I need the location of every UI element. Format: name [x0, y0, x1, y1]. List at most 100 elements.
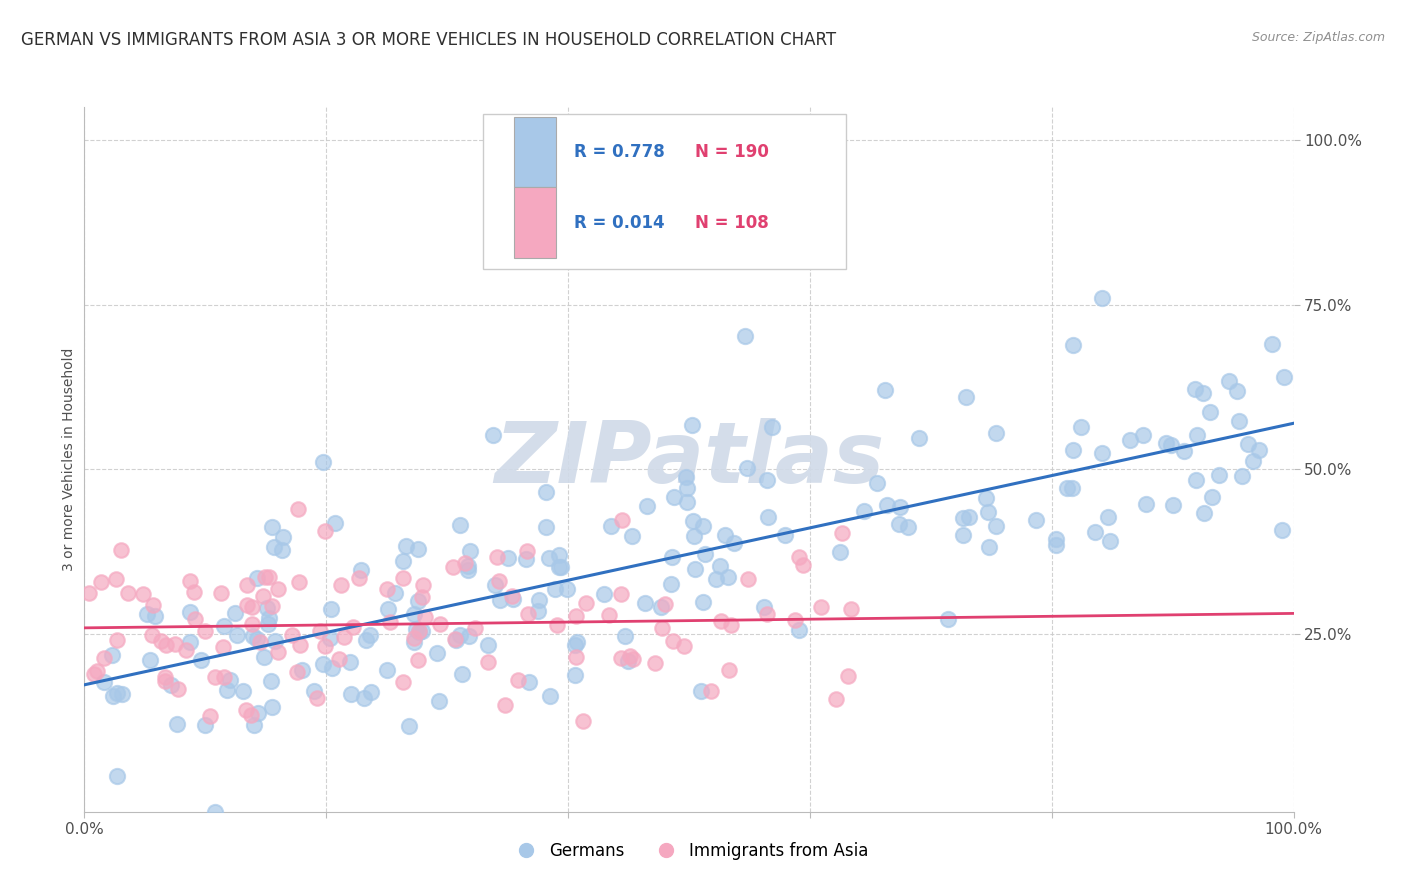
Point — [1201, 490, 1223, 504]
Point — [534, 520, 557, 534]
Point — [211, 640, 233, 655]
Point — [339, 687, 361, 701]
Point — [955, 390, 977, 404]
Point — [174, 643, 197, 657]
Point — [550, 559, 572, 574]
Point — [242, 718, 264, 732]
Point — [1247, 442, 1270, 457]
Point — [672, 639, 695, 653]
Point — [328, 652, 350, 666]
Point — [598, 607, 620, 622]
Point — [323, 516, 346, 531]
Point — [167, 681, 190, 696]
Point — [692, 595, 714, 609]
Point — [651, 621, 673, 635]
Point — [897, 519, 920, 533]
Point — [825, 691, 848, 706]
Point — [1056, 481, 1078, 495]
Point — [734, 329, 756, 343]
Point — [755, 607, 778, 622]
Point — [314, 639, 336, 653]
Point — [257, 617, 280, 632]
Point — [235, 703, 257, 717]
Point — [682, 529, 704, 543]
Point — [257, 569, 280, 583]
Point — [349, 571, 371, 585]
Point — [876, 498, 898, 512]
Point — [136, 607, 159, 621]
Point — [610, 587, 633, 601]
Point — [179, 574, 201, 588]
Point — [240, 617, 263, 632]
Point — [155, 670, 177, 684]
Point — [398, 719, 420, 733]
Point — [720, 618, 742, 632]
Point — [395, 539, 418, 553]
Point — [1091, 291, 1114, 305]
Point — [288, 575, 311, 590]
Point — [489, 593, 512, 607]
Point — [852, 504, 875, 518]
Point — [974, 491, 997, 505]
Point — [534, 484, 557, 499]
Point — [1098, 533, 1121, 548]
Point — [354, 632, 377, 647]
Point — [150, 634, 173, 648]
Point — [405, 623, 427, 637]
Point — [1227, 414, 1250, 428]
Point — [496, 551, 519, 566]
Point — [262, 599, 284, 614]
Point — [242, 629, 264, 643]
Point — [441, 559, 464, 574]
Point — [709, 558, 731, 573]
Point — [321, 602, 343, 616]
Point — [232, 684, 254, 698]
Point — [236, 599, 259, 613]
Point — [555, 582, 578, 596]
Point — [291, 663, 314, 677]
Point — [408, 653, 430, 667]
Text: Source: ZipAtlas.com: Source: ZipAtlas.com — [1251, 31, 1385, 45]
Point — [756, 474, 779, 488]
Point — [263, 541, 285, 555]
Point — [675, 469, 697, 483]
Point — [614, 629, 637, 643]
Point — [101, 689, 124, 703]
Point — [339, 655, 361, 669]
Point — [1060, 481, 1083, 495]
Point — [1154, 436, 1177, 450]
Point — [413, 610, 436, 624]
Point — [110, 543, 132, 558]
Point — [754, 600, 776, 615]
Point — [429, 617, 451, 632]
Point — [761, 419, 783, 434]
Point — [1062, 442, 1084, 457]
Point — [333, 630, 356, 644]
Point — [253, 650, 276, 665]
Point — [342, 620, 364, 634]
Point — [1161, 498, 1184, 512]
Point — [527, 593, 550, 607]
Point — [517, 674, 540, 689]
Point — [143, 608, 166, 623]
Point — [700, 684, 723, 698]
Point — [952, 528, 974, 542]
Point — [600, 519, 623, 533]
Point — [353, 691, 375, 706]
Point — [308, 624, 330, 639]
Point — [481, 428, 503, 442]
Y-axis label: 3 or more Vehicles in Household: 3 or more Vehicles in Household — [62, 348, 76, 571]
Point — [488, 574, 510, 588]
Point — [190, 653, 212, 667]
Point — [249, 635, 271, 649]
Point — [271, 542, 294, 557]
Point — [873, 383, 896, 397]
Point — [318, 631, 340, 645]
Point — [287, 502, 309, 516]
Point — [756, 510, 779, 524]
Bar — [513, 187, 555, 258]
Point — [246, 706, 269, 720]
Point — [683, 562, 706, 576]
Point — [360, 685, 382, 699]
Point — [411, 624, 433, 638]
